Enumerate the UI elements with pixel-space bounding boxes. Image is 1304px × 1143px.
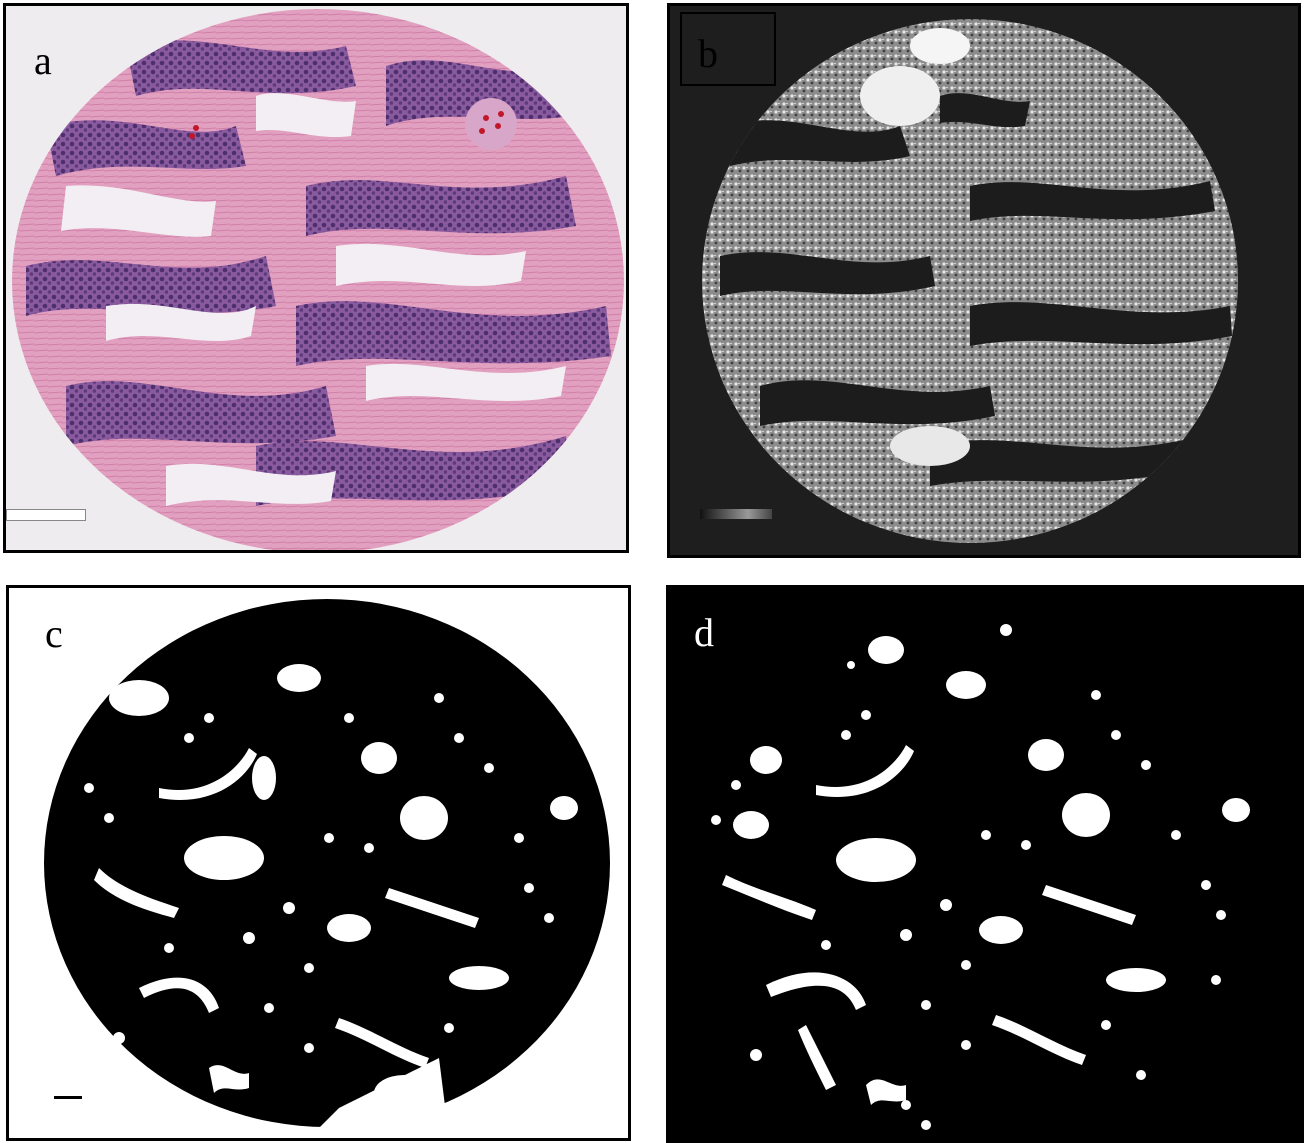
scale-bar [700, 509, 772, 519]
tissue-mask-black [9, 599, 610, 1138]
white-edge-areas [9, 1058, 449, 1138]
panel-d-binary-mask: d [666, 585, 1304, 1143]
label-box [680, 12, 776, 86]
tissue-glands [26, 40, 611, 506]
panel-label-b: b [698, 31, 718, 76]
white-segmented-regions [711, 624, 1250, 1130]
panel-label-c: c [45, 611, 63, 656]
scale-bar [6, 509, 86, 521]
panel-b-grayscale-image: b [667, 3, 1301, 558]
tissue-core-he [12, 9, 624, 550]
panel-a-he-image: a [3, 3, 629, 553]
panel-label-a: a [34, 38, 52, 83]
tissue-core-grayscale [702, 19, 1238, 543]
panel-c-binary-mask: c [6, 585, 631, 1141]
dark-gland-lumens [720, 28, 1232, 486]
panel-label-d: d [694, 610, 714, 655]
segmented-regions-white [711, 624, 1250, 1130]
